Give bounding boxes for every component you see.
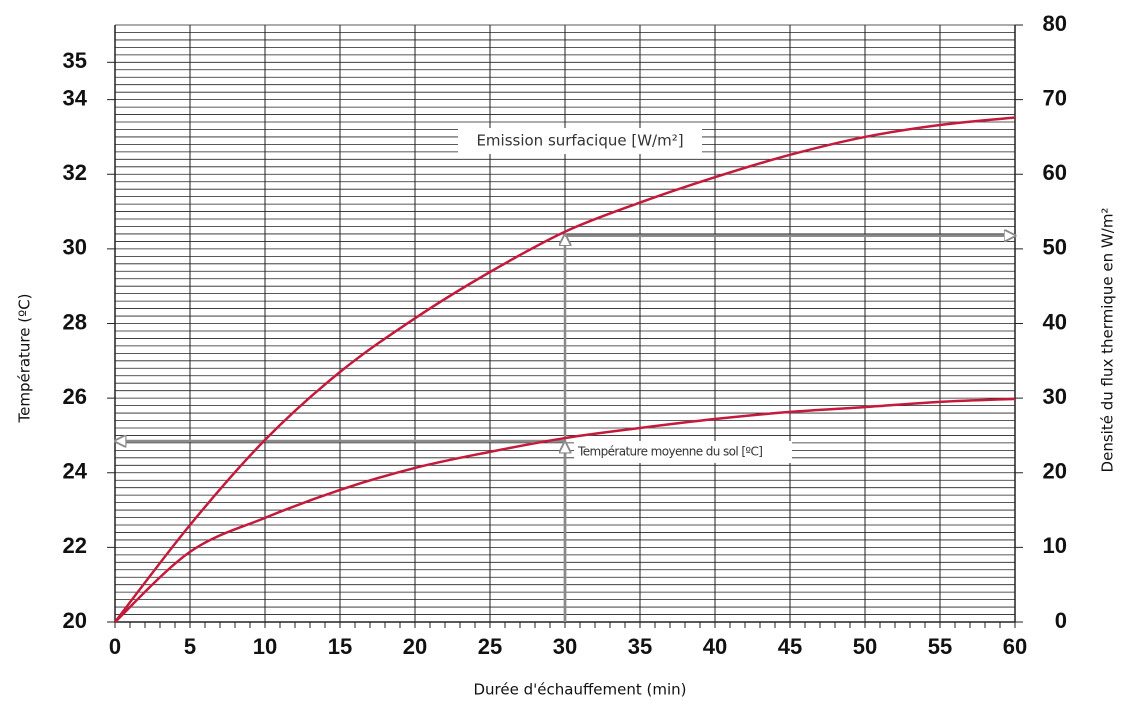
y-tick-label: 20 xyxy=(63,608,87,633)
y2-tick-label: 40 xyxy=(1043,309,1067,334)
y2-axis-title: Densité du flux thermique en W/m² xyxy=(1099,208,1117,473)
x-tick-label: 15 xyxy=(328,634,352,659)
annotation: Température moyenne du sol [ºC] xyxy=(577,445,762,459)
y-tick-label: 30 xyxy=(63,235,87,260)
y-tick-label: 28 xyxy=(63,309,87,334)
y-axis-title: Température (ºC) xyxy=(16,293,34,423)
y-tick-label: 32 xyxy=(63,160,87,185)
annotation-bg xyxy=(574,441,792,463)
y2-tick-label: 50 xyxy=(1043,235,1067,260)
x-tick-label: 60 xyxy=(1003,634,1027,659)
y2-tick-label: 20 xyxy=(1043,459,1067,484)
x-tick-label: 0 xyxy=(109,634,121,659)
annotation: Emission surfacique [W/m²] xyxy=(476,132,683,150)
y2-tick-label: 70 xyxy=(1043,85,1067,110)
series-line xyxy=(114,116,1016,623)
x-tick-label: 40 xyxy=(703,634,727,659)
y2-tick-label: 10 xyxy=(1043,533,1067,558)
x-tick-label: 50 xyxy=(853,634,877,659)
x-tick-label: 10 xyxy=(253,634,277,659)
y-tick-label: 35 xyxy=(63,48,87,73)
annotation-bg xyxy=(458,128,702,154)
x-tick-label: 25 xyxy=(478,634,502,659)
y-tick-label: 24 xyxy=(63,459,88,484)
y2-tick-label: 0 xyxy=(1055,608,1067,633)
x-tick-label: 45 xyxy=(778,634,802,659)
y-tick-label: 26 xyxy=(63,384,87,409)
x-tick-label: 5 xyxy=(184,634,196,659)
x-tick-label: 55 xyxy=(928,634,952,659)
x-tick-label: 20 xyxy=(403,634,427,659)
y2-tick-label: 60 xyxy=(1043,160,1067,185)
series-line xyxy=(114,397,1016,623)
x-tick-label: 30 xyxy=(553,634,577,659)
y2-tick-label: 80 xyxy=(1043,11,1067,36)
y-tick-label: 34 xyxy=(63,85,88,110)
x-tick-label: 35 xyxy=(628,634,652,659)
x-axis-title: Durée d'échauffement (min) xyxy=(474,681,687,699)
y2-tick-label: 30 xyxy=(1043,384,1067,409)
y-tick-label: 22 xyxy=(63,533,87,558)
